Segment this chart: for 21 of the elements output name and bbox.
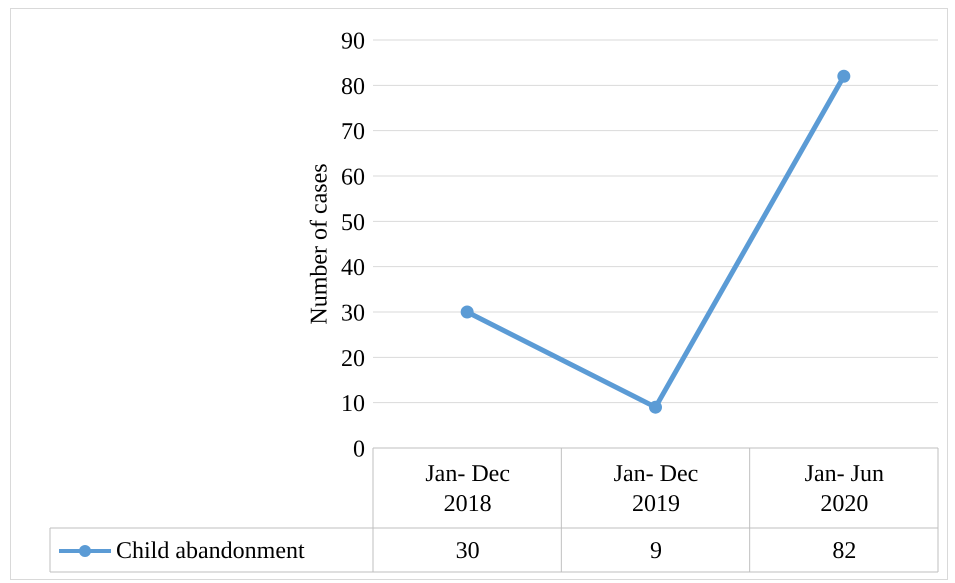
legend-label: Child abandonment	[116, 536, 305, 566]
data-label: 82	[831, 536, 858, 566]
y-tick-label: 60	[341, 164, 365, 191]
y-tick-label: 40	[341, 255, 365, 282]
y-tick-label: 70	[341, 119, 365, 146]
y-tick-label: 10	[341, 391, 365, 418]
y-tick-label: 50	[341, 210, 365, 236]
x-tick-label: Jan- Dec 2018	[425, 460, 510, 518]
y-tick-label: 0	[353, 436, 365, 463]
point	[460, 306, 474, 318]
y-tick-label: 90	[341, 28, 365, 55]
y-tick-label: 30	[341, 300, 365, 327]
x-tick-label: Jan- Jun 2020	[804, 460, 884, 518]
y-tick-label: 80	[341, 74, 365, 100]
data-label: 30	[454, 536, 481, 566]
point	[837, 70, 850, 83]
y-axis-title: Number of cases	[306, 163, 333, 325]
x-tick-label: Jan- Dec 2019	[614, 460, 698, 518]
data-label: 9	[648, 536, 663, 566]
y-tick-label: 20	[341, 346, 365, 372]
point	[649, 400, 662, 414]
